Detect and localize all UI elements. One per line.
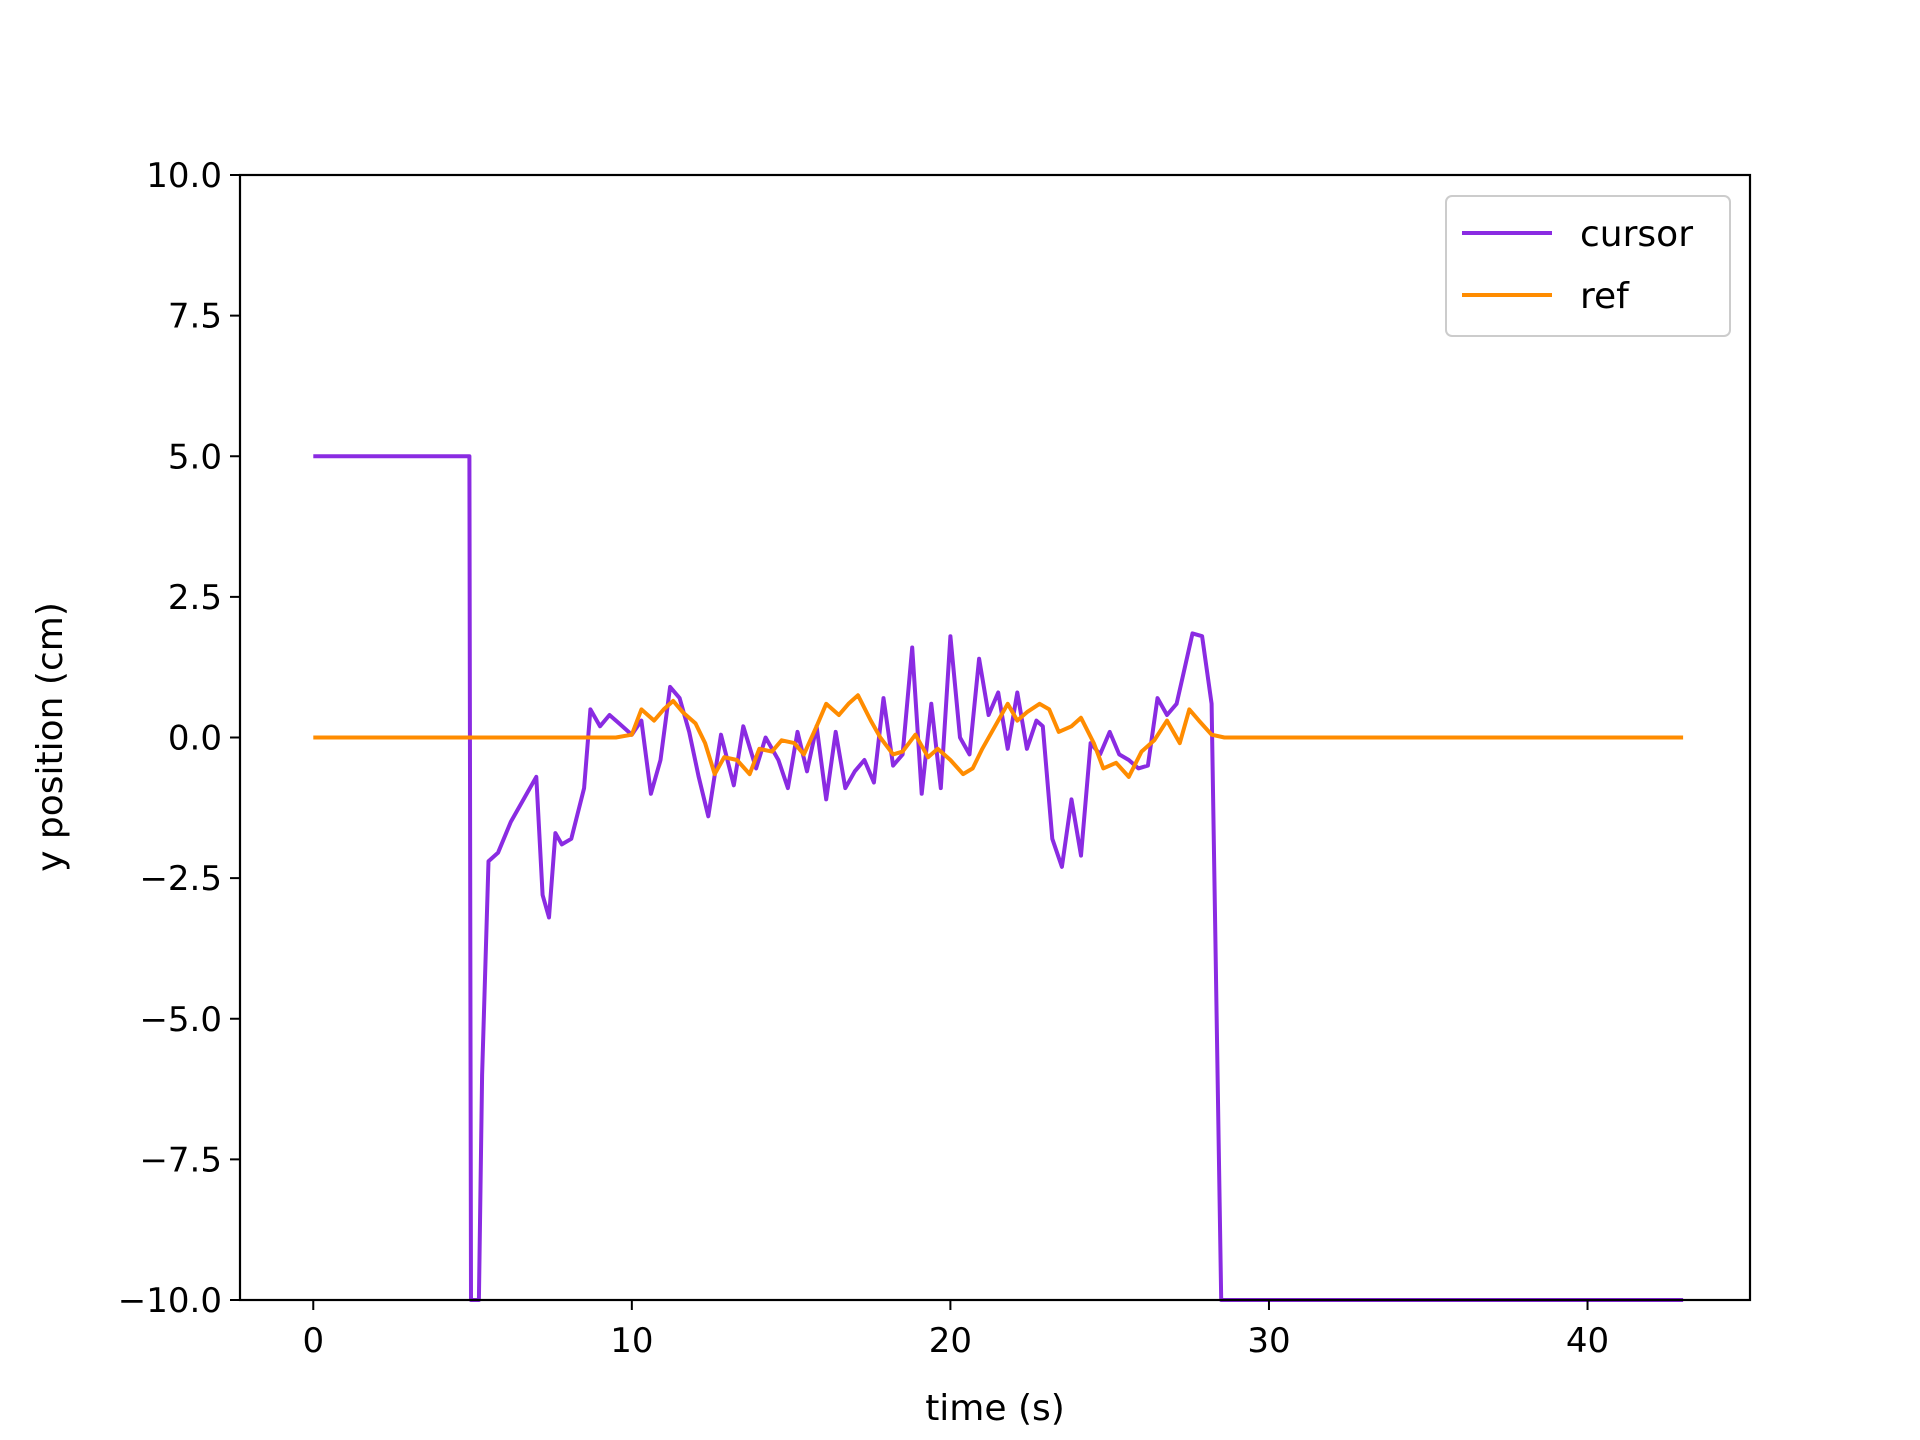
x-axis-label: time (s)	[925, 1388, 1065, 1429]
y-axis-ticks: 10.0 7.5 5.0 2.5 0.0 −2.5 −5.0 −7.5 −10.0	[118, 156, 240, 1321]
x-tick-label: 0	[302, 1321, 324, 1361]
series-layer	[313, 454, 1684, 1302]
y-tick-label: −10.0	[118, 1281, 222, 1321]
series-line-ref	[313, 693, 1684, 779]
x-tick-label: 40	[1566, 1321, 1609, 1361]
y-tick-label: 10.0	[146, 156, 222, 196]
y-tick-label: 2.5	[168, 578, 222, 618]
legend-label-ref: ref	[1580, 276, 1630, 317]
x-tick-label: 10	[610, 1321, 653, 1361]
x-axis-ticks: 0 10 20 30 40	[302, 1300, 1609, 1361]
y-tick-label: −7.5	[139, 1140, 222, 1180]
x-tick-label: 30	[1247, 1321, 1290, 1361]
y-tick-label: −5.0	[139, 1000, 222, 1040]
x-tick-label: 20	[929, 1321, 972, 1361]
legend: cursor ref	[1445, 195, 1731, 337]
legend-label-cursor: cursor	[1580, 214, 1693, 255]
y-tick-label: 5.0	[168, 437, 222, 477]
series-line-cursor	[313, 454, 1684, 1302]
y-tick-label: 0.0	[168, 719, 222, 759]
y-axis-label: y position (cm)	[30, 602, 71, 872]
y-tick-label: 7.5	[168, 297, 222, 337]
y-tick-label: −2.5	[139, 859, 222, 899]
